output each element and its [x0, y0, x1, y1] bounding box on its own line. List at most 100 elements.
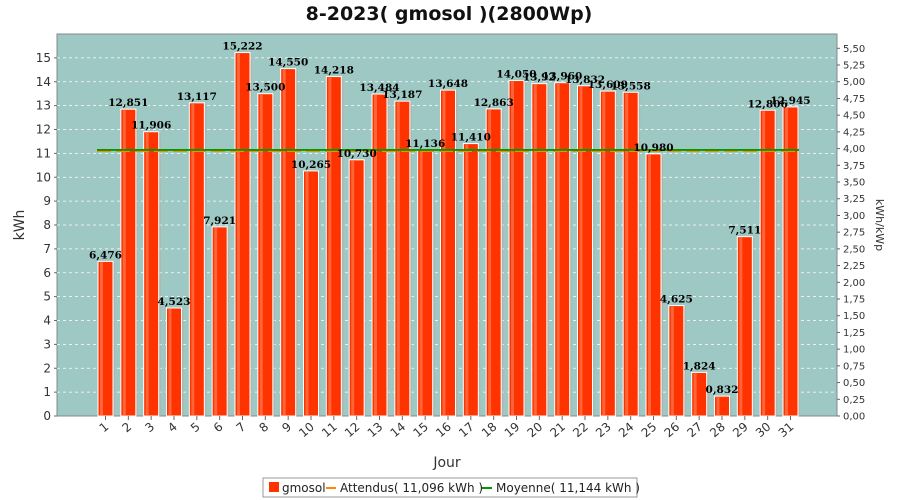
x-tick-label: 6	[211, 420, 226, 436]
x-tick-label: 22	[570, 420, 591, 441]
legend-box	[262, 477, 638, 498]
bar-value-label: 13,609	[588, 79, 628, 91]
x-tick-label: 9	[279, 420, 294, 436]
bar-highlight	[693, 373, 697, 415]
bar-highlight	[556, 83, 560, 415]
bar-value-label: 15,222	[222, 41, 262, 53]
bar-highlight	[328, 77, 332, 415]
bar-highlight	[282, 69, 286, 416]
y-right-tick-label: 1,75	[843, 295, 865, 306]
bar-highlight	[579, 86, 583, 416]
x-tick-label: 7	[234, 420, 249, 436]
x-tick-label: 13	[365, 420, 386, 441]
y-right-tick-label: 2,50	[843, 244, 865, 255]
bar-value-label: 7,921	[203, 215, 236, 227]
legend-label-attendus: Attendus( 11,096 kWh )	[340, 481, 483, 495]
y-right-tick-label: 2,25	[843, 261, 865, 272]
bar-highlight	[191, 103, 195, 415]
y-right-tick-label: 3,50	[843, 178, 865, 189]
y-axis-right: 0,00 0,25 0,50 0,75 1,00 1,25 1,50 1,75 2,00 2,25…	[837, 44, 865, 423]
y-right-tick-label: 0,50	[843, 378, 865, 389]
y-tick-label: 0	[43, 409, 51, 423]
bar-value-label: 0,832	[706, 384, 739, 396]
x-tick-label: 27	[684, 420, 705, 441]
bar-value-label: 13,648	[428, 78, 468, 90]
y-right-tick-label: 1,50	[843, 311, 865, 322]
bar-highlight	[648, 154, 651, 416]
reference-lines	[97, 149, 799, 152]
y-tick-label: 12	[36, 123, 51, 137]
bar-value-label: 10,265	[291, 159, 331, 171]
bar-highlight	[442, 91, 446, 416]
bar-value-label: 13,960	[542, 71, 582, 83]
bar-highlight	[305, 171, 309, 415]
x-tick-label: 1	[97, 420, 112, 436]
y-tick-label: 7	[43, 242, 51, 256]
bar-highlight	[145, 132, 149, 415]
x-tick-label: 17	[456, 420, 477, 441]
y-right-tick-label: 0,25	[843, 395, 865, 406]
x-axis-title: Jour	[432, 455, 461, 471]
y-tick-label: 5	[43, 290, 51, 304]
bar-value-label: 12,806	[748, 98, 788, 110]
y-right-tick-label: 5,00	[843, 77, 865, 88]
bar-value-label: 14,050	[496, 69, 536, 81]
bar-value-label: 12,851	[108, 97, 148, 109]
x-tick-label: 3	[142, 420, 157, 436]
y-right-tick-label: 1,00	[843, 345, 865, 356]
x-tick-label: 24	[616, 420, 637, 441]
y-right-tick-label: 2,75	[843, 228, 865, 239]
x-tick-label: 26	[662, 420, 683, 441]
bar-value-label: 4,625	[660, 294, 693, 306]
bar-highlight	[511, 81, 514, 416]
legend-label-moyenne: Moyenne( 11,144 kWh )	[496, 481, 640, 495]
y-tick-label: 6	[43, 266, 51, 280]
x-axis: 1 2 3 4 5 6 7 8 9 10 11 12 13 14 15 16 17 18 19 20 21 22 23 24 2…	[97, 416, 797, 441]
x-tick-label: 23	[593, 420, 614, 441]
y-tick-label: 15	[36, 51, 51, 65]
legend-label-gmosol: gmosol	[282, 481, 326, 495]
y-right-tick-label: 3,25	[843, 194, 865, 205]
bar-value-label: 13,484	[359, 82, 399, 94]
legend: gmosol Attendus( 11,096 kWh ) Moyenne( 1…	[262, 477, 640, 498]
y-tick-label: 4	[43, 314, 51, 328]
x-tick-label: 11	[319, 420, 340, 441]
bar-highlight	[488, 109, 492, 415]
x-tick-label: 29	[730, 420, 751, 441]
bar-value-label: 11,906	[131, 120, 171, 132]
bar-highlight	[739, 237, 743, 415]
x-tick-label: 4	[165, 420, 180, 436]
bar-highlight	[625, 93, 629, 416]
x-tick-label: 31	[776, 420, 797, 441]
bar-highlight	[168, 309, 172, 415]
bar-value-label: 10,980	[633, 142, 673, 154]
x-tick-label: 10	[296, 420, 317, 441]
value-labels: 6,476 12,851 11,906 4,523 13,117 7,921 15,222 1…	[89, 41, 811, 397]
bar-highlight	[100, 262, 103, 415]
y-axis-right-title: kWh/kWp	[873, 199, 886, 251]
x-tick-label: 15	[410, 420, 431, 441]
y-right-tick-label: 0,75	[843, 361, 865, 372]
bar-value-label: 13,500	[245, 82, 285, 94]
bar-highlight	[762, 111, 766, 416]
x-tick-label: 18	[479, 420, 500, 441]
bar-highlight	[716, 397, 720, 415]
bar-highlight	[214, 227, 218, 415]
y-right-tick-label: 4,50	[843, 111, 865, 122]
x-tick-label: 5	[188, 420, 203, 436]
y-right-tick-label: 3,75	[843, 161, 865, 172]
bar-highlight	[396, 102, 400, 416]
x-tick-label: 12	[342, 420, 363, 441]
bar-value-label: 1,824	[683, 360, 716, 372]
bar-value-label: 13,558	[611, 80, 651, 92]
x-tick-label: 21	[547, 420, 568, 441]
bar-highlight	[533, 84, 537, 415]
y-tick-label: 10	[36, 170, 51, 184]
x-tick-label: 16	[433, 420, 454, 441]
y-right-tick-label: 1,25	[843, 328, 865, 339]
bar-highlight	[237, 53, 240, 416]
x-tick-label: 30	[753, 420, 774, 441]
y-tick-label: 13	[36, 99, 51, 113]
